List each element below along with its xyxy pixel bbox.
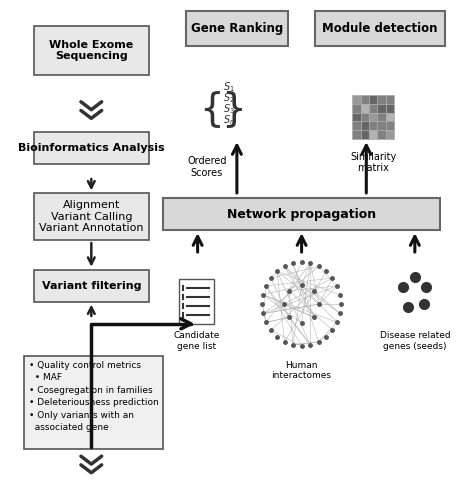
FancyBboxPatch shape bbox=[179, 280, 214, 324]
Bar bbox=[369, 104, 377, 113]
FancyBboxPatch shape bbox=[34, 194, 149, 240]
FancyBboxPatch shape bbox=[34, 270, 149, 301]
Bar bbox=[353, 113, 361, 121]
Text: Module detection: Module detection bbox=[322, 22, 438, 35]
Text: $S_2$: $S_2$ bbox=[223, 92, 235, 105]
Text: Disease related
genes (seeds): Disease related genes (seeds) bbox=[380, 331, 450, 350]
Text: $\}$: $\}$ bbox=[221, 89, 243, 130]
Bar bbox=[377, 121, 386, 130]
FancyBboxPatch shape bbox=[316, 11, 445, 46]
Bar bbox=[353, 95, 361, 104]
Bar bbox=[377, 113, 386, 121]
Text: Bioinformatics Analysis: Bioinformatics Analysis bbox=[18, 143, 164, 153]
FancyBboxPatch shape bbox=[163, 198, 440, 230]
Bar bbox=[361, 113, 369, 121]
Text: $S_3$: $S_3$ bbox=[223, 102, 235, 116]
Bar bbox=[361, 95, 369, 104]
Bar bbox=[377, 130, 386, 139]
Bar bbox=[361, 130, 369, 139]
Text: $S_1$: $S_1$ bbox=[223, 81, 235, 95]
Bar bbox=[369, 121, 377, 130]
Bar bbox=[353, 130, 361, 139]
FancyBboxPatch shape bbox=[34, 132, 149, 164]
Text: Human
interactomes: Human interactomes bbox=[272, 361, 332, 380]
FancyBboxPatch shape bbox=[186, 11, 288, 46]
Text: Variant filtering: Variant filtering bbox=[42, 281, 141, 291]
Text: Candidate
gene list: Candidate gene list bbox=[173, 331, 219, 350]
Text: $S_n$: $S_n$ bbox=[223, 113, 235, 127]
Bar bbox=[386, 113, 394, 121]
Bar bbox=[361, 121, 369, 130]
Bar bbox=[353, 104, 361, 113]
Text: Gene Ranking: Gene Ranking bbox=[191, 22, 283, 35]
Text: Alignment
Variant Calling
Variant Annotation: Alignment Variant Calling Variant Annota… bbox=[39, 200, 144, 233]
Text: $\{$: $\{$ bbox=[199, 89, 221, 130]
Bar bbox=[386, 95, 394, 104]
Text: Whole Exome
Sequencing: Whole Exome Sequencing bbox=[49, 40, 133, 61]
Text: Similarity
matrix: Similarity matrix bbox=[350, 151, 396, 173]
Bar bbox=[369, 95, 377, 104]
Bar bbox=[377, 95, 386, 104]
Bar bbox=[353, 121, 361, 130]
FancyBboxPatch shape bbox=[24, 356, 163, 449]
Bar bbox=[361, 104, 369, 113]
FancyBboxPatch shape bbox=[34, 26, 149, 75]
Text: Network propagation: Network propagation bbox=[227, 208, 376, 221]
Bar bbox=[386, 121, 394, 130]
Text: Ordered
Scores: Ordered Scores bbox=[187, 156, 227, 178]
Bar bbox=[386, 104, 394, 113]
Bar bbox=[377, 104, 386, 113]
Bar bbox=[369, 113, 377, 121]
Text: • Quality control metrics
  • MAF
• Cosegregation in families
• Deleteriousness : • Quality control metrics • MAF • Cosegr… bbox=[29, 361, 159, 432]
Bar bbox=[369, 130, 377, 139]
Bar bbox=[386, 130, 394, 139]
